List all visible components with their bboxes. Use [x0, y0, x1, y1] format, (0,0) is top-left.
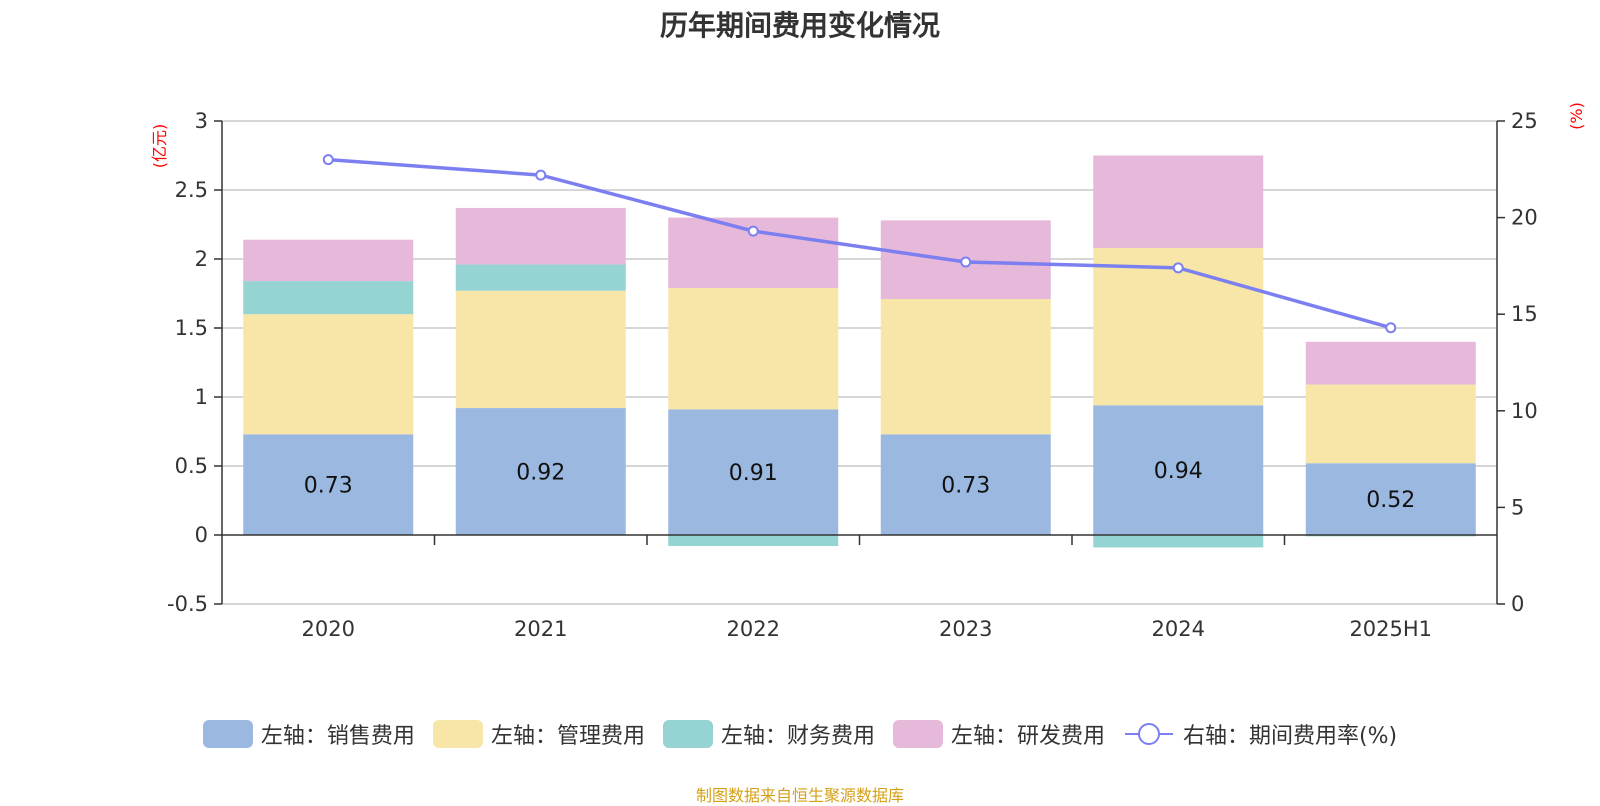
legend-label: 左轴：销售费用	[260, 724, 415, 749]
x-axis-tick-label: 2024	[1152, 617, 1205, 641]
bar-data-label: 0.91	[729, 461, 778, 486]
legend-item[interactable]: 左轴：财务费用	[662, 718, 875, 750]
legend-line-marker-icon	[1124, 723, 1173, 745]
rate-point	[747, 225, 759, 237]
bar-segment	[243, 314, 414, 435]
left-axis-unit: (亿元)	[150, 124, 169, 169]
legend-swatch	[202, 720, 253, 748]
bar-segment	[880, 299, 1051, 435]
bar-segment	[243, 434, 414, 535]
bar-data-label: 0.73	[304, 474, 353, 499]
bar-segment	[455, 290, 626, 409]
legend-item[interactable]: 右轴：期间费用率(%)	[1123, 718, 1397, 750]
bar-segment	[1093, 405, 1264, 535]
legend-swatch	[892, 720, 943, 748]
right-axis-tick-label: 5	[1511, 495, 1524, 519]
left-axis-tick-label: -0.5	[167, 592, 208, 616]
left-axis-tick-label: 0.5	[175, 454, 208, 478]
rate-line-layer	[322, 154, 1397, 334]
bar-segment	[1093, 155, 1264, 248]
legend-label: 左轴：研发费用	[950, 724, 1105, 749]
chart-title: 历年期间费用变化情况	[659, 9, 940, 42]
bar-segment	[668, 409, 839, 535]
data-labels: 0.73 0.92 0.91 0.73 0.94 0.52	[304, 459, 1415, 513]
legend-marker	[1137, 723, 1160, 745]
rate-point	[1385, 322, 1397, 334]
legend-label: 左轴：财务费用	[720, 724, 875, 749]
right-axis-tick-label: 10	[1511, 399, 1538, 423]
bar-data-label: 0.52	[1366, 488, 1415, 513]
left-axis-tick-label: 3	[195, 109, 208, 133]
bar-segment	[880, 434, 1051, 535]
legend-label: 右轴：期间费用率(%)	[1182, 724, 1398, 749]
left-axis-tick-label: 1	[195, 385, 208, 409]
source-note: 制图数据来自恒生聚源数据库	[695, 786, 904, 805]
bar-segment	[1305, 341, 1476, 385]
x-axis-tick-label: 2020	[302, 617, 355, 641]
axes: -0.5 0 0.5 1 1.5 2 2.5 3 0 5 10 15 20 25 (亿元) (%) 2020 20…	[150, 102, 1586, 641]
rate-point	[1172, 262, 1184, 274]
right-axis-unit: (%)	[1567, 102, 1586, 130]
legend-item[interactable]: 左轴：管理费用	[432, 718, 645, 750]
bar-segment	[1305, 463, 1476, 535]
rate-point	[322, 154, 334, 166]
x-axis-tick-label: 2022	[727, 617, 780, 641]
right-axis-tick-label: 25	[1511, 109, 1538, 133]
legend-item[interactable]: 左轴：销售费用	[202, 718, 415, 750]
rate-line	[328, 157, 1392, 330]
bar-segment	[1093, 247, 1264, 406]
bar-segment	[243, 239, 414, 282]
bar-layer	[243, 155, 1476, 548]
rate-point	[535, 169, 547, 181]
bar-segment	[455, 264, 626, 291]
bar-segment	[455, 207, 626, 265]
legend-item[interactable]: 左轴：研发费用	[892, 718, 1105, 750]
bar-segment	[668, 287, 839, 410]
left-axis-tick-label: 0	[195, 523, 208, 547]
legend-swatch	[432, 720, 483, 748]
x-axis-tick-label: 2023	[939, 617, 992, 641]
right-axis-tick-label: 0	[1511, 592, 1524, 616]
left-axis-tick-label: 2.5	[175, 178, 208, 202]
bar-segment	[1093, 535, 1264, 548]
bar-data-label: 0.73	[941, 474, 990, 499]
right-axis-tick-label: 20	[1511, 206, 1538, 230]
rate-point	[960, 256, 972, 268]
bar-data-label: 0.92	[516, 461, 565, 486]
right-axis-tick-label: 15	[1511, 302, 1538, 326]
x-axis-tick-label: 2021	[514, 617, 567, 641]
bar-segment	[1305, 384, 1476, 464]
bar-segment	[455, 408, 626, 535]
x-axis-tick-label: 2025H1	[1349, 617, 1432, 641]
left-axis-tick-label: 2	[195, 247, 208, 271]
bar-segment	[668, 535, 839, 547]
legend-swatch	[662, 720, 713, 748]
bar-data-label: 0.94	[1154, 459, 1203, 484]
legend: 左轴：销售费用 左轴：管理费用 左轴：财务费用 左轴：研发费用 右轴：期间费用率(%)	[0, 718, 1600, 750]
left-axis-tick-label: 1.5	[175, 316, 208, 340]
legend-label: 左轴：管理费用	[490, 724, 645, 749]
grid-lines	[222, 120, 1497, 605]
bar-segment	[243, 281, 414, 315]
